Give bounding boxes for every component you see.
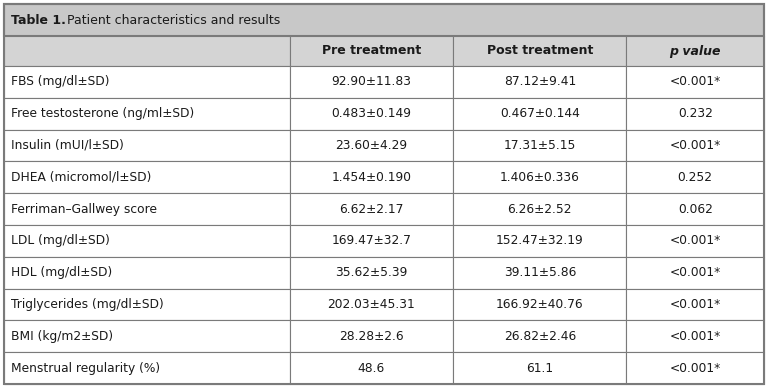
Text: <0.001*: <0.001* bbox=[670, 75, 721, 88]
Text: 0.252: 0.252 bbox=[677, 171, 713, 184]
Bar bbox=[453, 289, 627, 320]
Bar bbox=[453, 161, 627, 193]
Text: Post treatment: Post treatment bbox=[487, 45, 593, 57]
Bar bbox=[4, 225, 290, 257]
Bar bbox=[453, 98, 627, 130]
Bar bbox=[627, 289, 764, 320]
Text: 26.82±2.46: 26.82±2.46 bbox=[504, 330, 576, 343]
Bar bbox=[453, 257, 627, 289]
Text: Patient characteristics and results: Patient characteristics and results bbox=[63, 14, 280, 26]
Text: Insulin (mUI/l±SD): Insulin (mUI/l±SD) bbox=[11, 139, 124, 152]
Bar bbox=[453, 320, 627, 352]
Text: 169.47±32.7: 169.47±32.7 bbox=[332, 234, 412, 248]
Text: <0.001*: <0.001* bbox=[670, 330, 721, 343]
Bar bbox=[453, 66, 627, 98]
Text: 1.406±0.336: 1.406±0.336 bbox=[500, 171, 580, 184]
Text: BMI (kg/m2±SD): BMI (kg/m2±SD) bbox=[11, 330, 113, 343]
Bar bbox=[290, 289, 453, 320]
Bar bbox=[453, 130, 627, 161]
Bar bbox=[4, 320, 290, 352]
Bar bbox=[627, 130, 764, 161]
Bar bbox=[627, 257, 764, 289]
Text: Table 1.: Table 1. bbox=[11, 14, 66, 26]
Text: 6.62±2.17: 6.62±2.17 bbox=[339, 203, 404, 216]
Bar bbox=[627, 193, 764, 225]
Bar bbox=[290, 66, 453, 98]
Text: 0.483±0.149: 0.483±0.149 bbox=[332, 107, 412, 120]
Text: 61.1: 61.1 bbox=[526, 362, 554, 374]
Bar bbox=[4, 130, 290, 161]
Bar bbox=[627, 320, 764, 352]
Bar bbox=[4, 257, 290, 289]
Text: HDL (mg/dl±SD): HDL (mg/dl±SD) bbox=[11, 266, 112, 279]
Bar bbox=[290, 352, 453, 384]
Bar bbox=[453, 193, 627, 225]
Text: <0.001*: <0.001* bbox=[670, 234, 721, 248]
Text: <0.001*: <0.001* bbox=[670, 139, 721, 152]
Bar bbox=[627, 36, 764, 66]
Text: Pre treatment: Pre treatment bbox=[322, 45, 421, 57]
Bar bbox=[627, 161, 764, 193]
Text: 92.90±11.83: 92.90±11.83 bbox=[332, 75, 412, 88]
Text: FBS (mg/dl±SD): FBS (mg/dl±SD) bbox=[11, 75, 110, 88]
Text: 0.467±0.144: 0.467±0.144 bbox=[500, 107, 580, 120]
Text: 28.28±2.6: 28.28±2.6 bbox=[339, 330, 404, 343]
Bar bbox=[290, 130, 453, 161]
Text: p value: p value bbox=[670, 45, 721, 57]
Bar bbox=[4, 98, 290, 130]
Bar bbox=[290, 193, 453, 225]
Text: 166.92±40.76: 166.92±40.76 bbox=[496, 298, 584, 311]
Text: 23.60±4.29: 23.60±4.29 bbox=[336, 139, 408, 152]
Bar bbox=[453, 36, 627, 66]
Text: DHEA (micromol/l±SD): DHEA (micromol/l±SD) bbox=[11, 171, 151, 184]
Text: 87.12±9.41: 87.12±9.41 bbox=[504, 75, 576, 88]
Text: 0.232: 0.232 bbox=[678, 107, 713, 120]
Text: 39.11±5.86: 39.11±5.86 bbox=[504, 266, 576, 279]
Text: 152.47±32.19: 152.47±32.19 bbox=[496, 234, 584, 248]
Text: 0.062: 0.062 bbox=[678, 203, 713, 216]
Bar bbox=[290, 320, 453, 352]
Bar bbox=[627, 66, 764, 98]
Bar bbox=[4, 352, 290, 384]
Bar bbox=[453, 225, 627, 257]
Bar bbox=[290, 225, 453, 257]
Text: Free testosterone (ng/ml±SD): Free testosterone (ng/ml±SD) bbox=[11, 107, 194, 120]
Text: <0.001*: <0.001* bbox=[670, 266, 721, 279]
Bar bbox=[290, 257, 453, 289]
Text: Triglycerides (mg/dl±SD): Triglycerides (mg/dl±SD) bbox=[11, 298, 164, 311]
Text: 6.26±2.52: 6.26±2.52 bbox=[508, 203, 572, 216]
Bar bbox=[627, 225, 764, 257]
Text: LDL (mg/dl±SD): LDL (mg/dl±SD) bbox=[11, 234, 110, 248]
Text: Menstrual regularity (%): Menstrual regularity (%) bbox=[11, 362, 160, 374]
Bar bbox=[4, 193, 290, 225]
Text: 202.03±45.31: 202.03±45.31 bbox=[328, 298, 415, 311]
Bar bbox=[453, 352, 627, 384]
Text: 48.6: 48.6 bbox=[358, 362, 385, 374]
Bar bbox=[290, 36, 453, 66]
Text: <0.001*: <0.001* bbox=[670, 298, 721, 311]
Bar bbox=[4, 36, 290, 66]
Bar bbox=[290, 98, 453, 130]
Bar bbox=[627, 352, 764, 384]
Text: <0.001*: <0.001* bbox=[670, 362, 721, 374]
Text: 35.62±5.39: 35.62±5.39 bbox=[336, 266, 408, 279]
Text: Ferriman–Gallwey score: Ferriman–Gallwey score bbox=[11, 203, 157, 216]
Bar bbox=[4, 4, 764, 36]
Bar bbox=[4, 66, 290, 98]
Bar bbox=[290, 161, 453, 193]
Bar bbox=[4, 161, 290, 193]
Text: 1.454±0.190: 1.454±0.190 bbox=[332, 171, 412, 184]
Text: 17.31±5.15: 17.31±5.15 bbox=[504, 139, 576, 152]
Bar bbox=[4, 289, 290, 320]
Bar bbox=[627, 98, 764, 130]
